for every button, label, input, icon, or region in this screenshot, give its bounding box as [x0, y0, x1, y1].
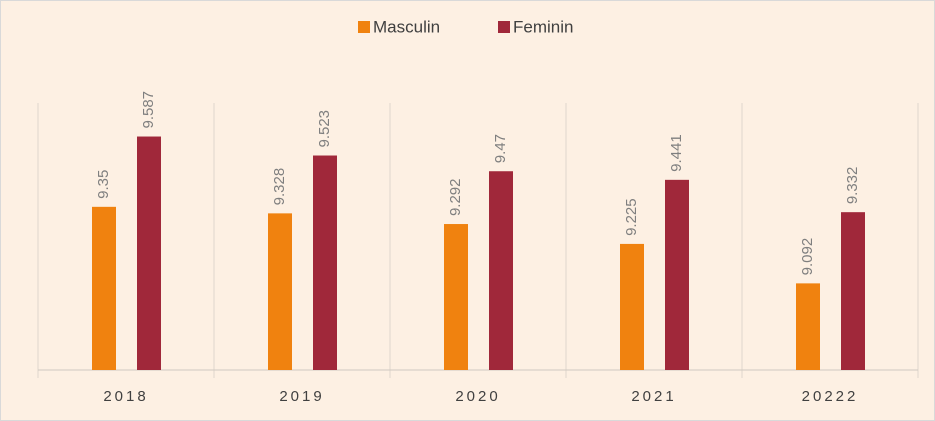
data-label: 9.292	[447, 178, 464, 216]
legend-swatch	[498, 21, 510, 33]
bar	[92, 206, 116, 370]
legend-label: Masculin	[373, 17, 440, 36]
bar	[620, 243, 644, 370]
data-label: 9.332	[844, 167, 861, 205]
x-tick-label: 2021	[631, 388, 676, 405]
data-label: 9.328	[271, 168, 288, 206]
bar	[841, 212, 865, 370]
bar	[313, 155, 337, 370]
x-tick-label: 2018	[103, 388, 148, 405]
data-label: 9.225	[623, 198, 640, 236]
x-tick-label: 2019	[279, 388, 324, 405]
bar	[137, 136, 161, 370]
data-label: 9.523	[316, 110, 333, 148]
x-tick-label: 2020	[455, 388, 500, 405]
bar	[665, 179, 689, 370]
data-label: 9.47	[492, 134, 509, 163]
data-label: 9.35	[95, 170, 112, 199]
x-tick-label: 20222	[802, 388, 859, 405]
bar	[796, 283, 820, 370]
bar	[489, 171, 513, 370]
legend-label: Feminin	[513, 17, 573, 36]
bar	[444, 224, 468, 370]
legend-swatch	[358, 21, 370, 33]
data-label: 9.441	[668, 134, 685, 172]
data-label: 9.092	[799, 238, 816, 276]
bar	[268, 213, 292, 370]
data-label: 9.587	[140, 91, 157, 129]
